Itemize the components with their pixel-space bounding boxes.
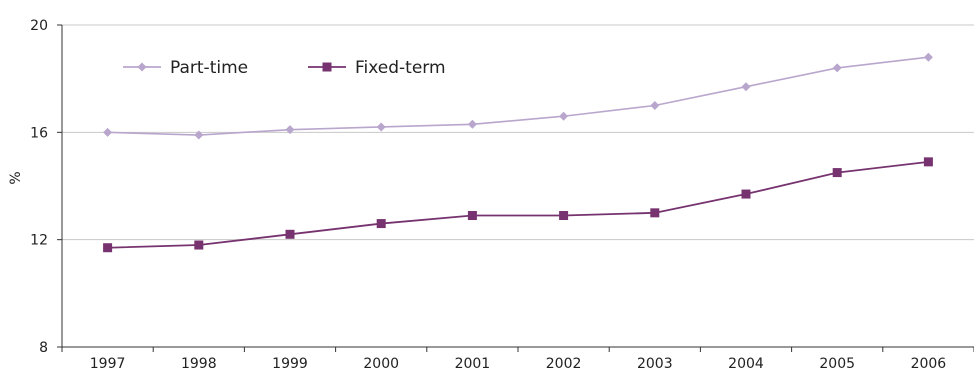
gridlines [62,24,974,241]
y-axis-label: % [8,171,24,184]
data-point-2006 [923,52,933,62]
x-tick-label-2006: 2006 [911,356,947,372]
x-tick-label-2001: 2001 [455,356,491,372]
data-point-1997 [103,127,113,137]
x-tick-label-2005: 2005 [819,356,855,372]
data-point-2000 [376,219,386,229]
legend-label: Fixed-term [355,58,446,78]
x-tick-label-2002: 2002 [546,356,582,372]
data-point-1997 [103,243,113,253]
data-point-2002 [559,211,569,221]
legend-item-part-time: Part-time [123,58,248,78]
data-point-1999 [285,125,295,135]
data-point-2005 [832,63,842,73]
x-tick-label-2003: 2003 [637,356,673,372]
legend: Part-time Fixed-term [123,58,446,78]
series-part-time [103,52,933,140]
data-point-2002 [559,111,569,121]
data-point-2000 [376,122,386,132]
data-point-2003 [650,208,660,218]
y-tick-label: 12 [30,233,48,249]
data-point-2003 [650,101,660,110]
axes: 8 12 16 20 1997 1998 1999 2000 2001 2002 2003 2004 2… [30,18,974,372]
x-tick-label-1999: 1999 [272,356,308,372]
x-tick-label-1997: 1997 [90,356,126,372]
legend-marker [137,62,147,72]
data-point-2004 [741,189,751,199]
data-point-2001 [467,119,477,129]
y-tick-label: 16 [30,125,48,141]
series-line [107,56,929,136]
legend-label: Part-time [170,58,248,78]
x-tick-label-2000: 2000 [363,356,399,372]
data-point-2006 [923,157,933,167]
data-point-2001 [467,211,477,221]
data-point-2004 [741,82,751,92]
series-line [107,160,929,249]
data-point-1998 [194,130,204,140]
x-tick-label-2004: 2004 [728,356,764,372]
legend-marker [322,62,332,72]
series [103,52,933,253]
legend-item-fixed-term: Fixed-term [308,58,446,78]
data-point-1999 [285,229,295,239]
data-point-2005 [832,168,842,178]
y-tick-label: 20 [30,18,48,34]
x-tick-label-1998: 1998 [181,356,217,372]
data-point-1998 [194,240,204,250]
y-tick-label: 8 [39,340,48,356]
series-fixed-term [103,157,933,253]
